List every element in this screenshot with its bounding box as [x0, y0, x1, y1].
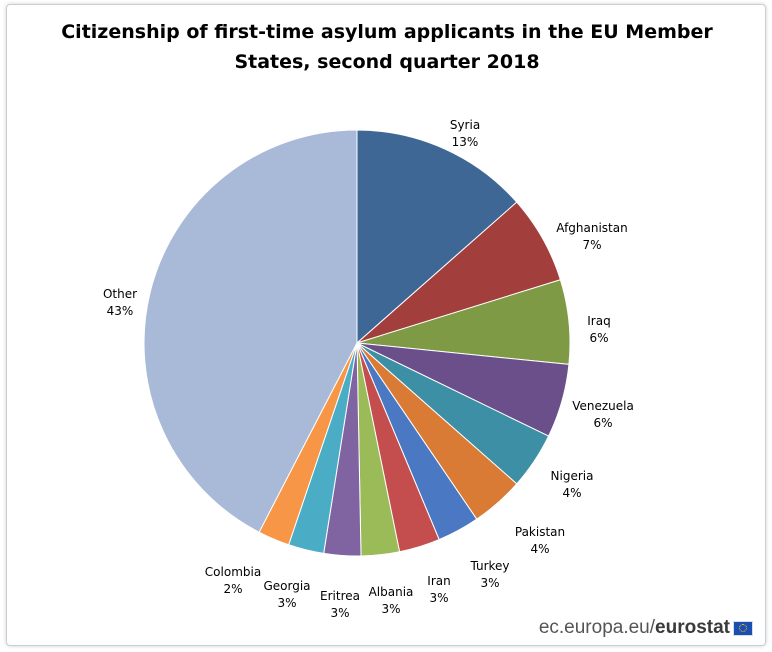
chart-title-line-2: States, second quarter 2018	[234, 51, 540, 73]
slice-label-venezuela: Venezuela 6%	[572, 399, 634, 430]
source-url: ec.europa.eu/	[538, 617, 656, 638]
slice-label-percent: 6%	[593, 416, 612, 430]
pie-chart: Syria 13% Afghanistan 7% Iraq 6% Venezuela 6% Ni…	[103, 118, 634, 620]
slice-label-albania: Albania 3%	[369, 585, 414, 616]
slice-label-percent: 3%	[480, 576, 499, 590]
pie-slice-syria	[356, 129, 518, 345]
slice-label-name: Syria	[450, 118, 480, 132]
slice-label-percent: 13%	[452, 135, 479, 149]
slice-label-name: Iraq	[587, 314, 610, 328]
slice-label-percent: 3%	[381, 602, 400, 616]
chart-panel: Citizenship of first-time asylum applica…	[6, 4, 766, 646]
slice-label-percent: 4%	[530, 542, 549, 556]
slice-label-percent: 3%	[277, 596, 296, 610]
slice-label-name: Other	[103, 287, 137, 301]
slice-label-syria: Syria 13%	[450, 118, 480, 149]
slice-label-name: Colombia	[205, 565, 261, 579]
slice-label-pakistan: Pakistan 4%	[515, 525, 565, 556]
pie-labels: Syria 13% Afghanistan 7% Iraq 6% Venezuela 6% Ni…	[103, 118, 634, 620]
slice-label-name: Iran	[427, 574, 450, 588]
slice-label-georgia: Georgia 3%	[263, 579, 310, 610]
slice-label-percent: 2%	[223, 582, 242, 596]
slice-label-percent: 3%	[429, 591, 448, 605]
slice-label-percent: 7%	[582, 238, 601, 252]
slice-label-percent: 4%	[562, 486, 581, 500]
slice-label-name: Pakistan	[515, 525, 565, 539]
slice-label-eritrea: Eritrea 3%	[320, 589, 360, 620]
slice-label-percent: 3%	[330, 606, 349, 620]
slice-label-name: Turkey	[469, 559, 509, 573]
slice-label-name: Venezuela	[572, 399, 634, 413]
chart-title-line-1: Citizenship of first-time asylum applica…	[61, 21, 713, 43]
slice-label-name: Albania	[369, 585, 414, 599]
slice-label-percent: 6%	[589, 331, 608, 345]
pie-slice-other	[143, 129, 358, 533]
slice-label-name: Nigeria	[551, 469, 594, 483]
chart-title: Citizenship of first-time asylum applica…	[7, 17, 767, 77]
pie-slices	[143, 129, 571, 557]
slice-label-name: Georgia	[263, 579, 310, 593]
eu-flag-icon	[733, 620, 753, 636]
slice-label-name: Afghanistan	[556, 221, 627, 235]
slice-label-percent: 43%	[107, 304, 134, 318]
slice-label-turkey: Turkey 3%	[469, 559, 509, 590]
slice-label-other: Other 43%	[103, 287, 137, 318]
eurostat-brand: eurostat	[655, 617, 730, 638]
slice-label-iran: Iran 3%	[427, 574, 450, 605]
slice-label-name: Eritrea	[320, 589, 360, 603]
slice-label-iraq: Iraq 6%	[587, 314, 610, 345]
slice-label-colombia: Colombia 2%	[205, 565, 261, 596]
source-footer: ec.europa.eu/eurostat	[539, 617, 753, 639]
slice-label-afghanistan: Afghanistan 7%	[556, 221, 627, 252]
slice-label-nigeria: Nigeria 4%	[551, 469, 594, 500]
